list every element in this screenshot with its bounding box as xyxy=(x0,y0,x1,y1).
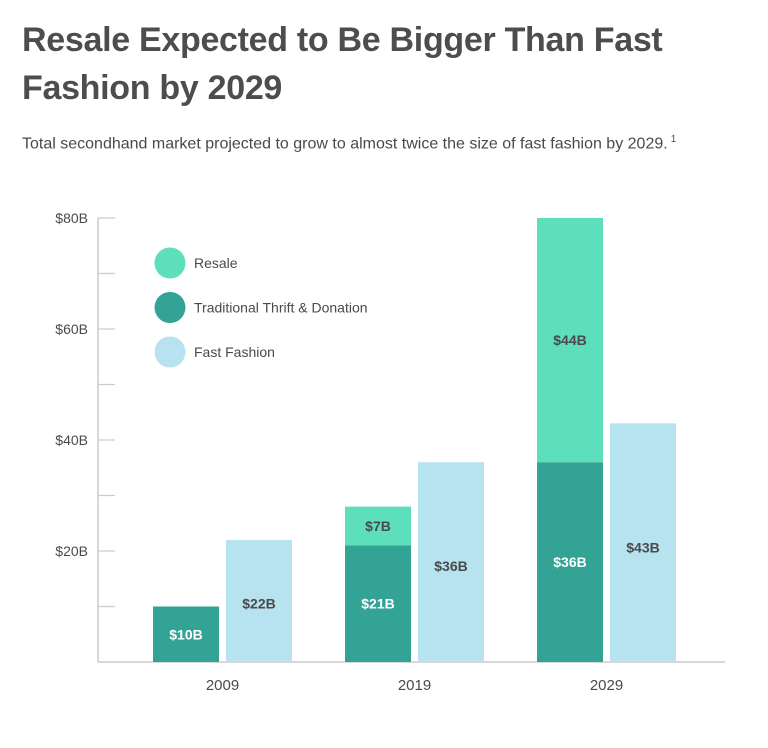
x-tick-label: 2009 xyxy=(206,677,239,694)
bar-thrift-2019 xyxy=(345,545,411,662)
y-axis: $20B $40B $60B $80B xyxy=(55,210,115,662)
legend-swatch-fast-fashion xyxy=(154,336,186,368)
legend-swatch-resale xyxy=(154,247,186,279)
y-tick-label: $20B xyxy=(55,543,88,559)
legend-label: Traditional Thrift & Donation xyxy=(194,300,368,316)
bar-resale-2029 xyxy=(537,218,603,463)
bar-value-label: $44B xyxy=(553,332,586,348)
bars xyxy=(153,218,676,662)
chart-subtitle: Total secondhand market projected to gro… xyxy=(22,134,676,153)
legend-swatch-thrift xyxy=(154,292,186,323)
bar-value-labels: $10B $22B $21B $7B $36B $36B $44B $43B xyxy=(169,332,659,642)
bar-fast-fashion-2029 xyxy=(610,423,676,662)
y-tick-label: $60B xyxy=(55,321,88,337)
bar-value-label: $10B xyxy=(169,626,202,642)
y-tick-label: $80B xyxy=(55,210,88,226)
bar-thrift-2029 xyxy=(537,462,603,662)
bar-fast-fashion-2019 xyxy=(418,462,484,662)
bar-resale-2019 xyxy=(345,506,411,546)
footnote-marker: 1 xyxy=(670,134,677,145)
bar-fast-fashion-2009 xyxy=(226,539,292,662)
bar-value-label: $36B xyxy=(434,558,467,574)
legend: Resale Traditional Thrift & Donation Fast … xyxy=(154,247,368,368)
bar-value-label: $7B xyxy=(365,518,391,534)
x-axis: 2009 2019 2029 xyxy=(98,661,725,694)
bar-value-label: $21B xyxy=(361,596,394,612)
x-tick-label: 2029 xyxy=(590,677,623,694)
bar-thrift-2009 xyxy=(153,606,219,662)
y-tick-label: $40B xyxy=(55,432,88,448)
legend-label: Resale xyxy=(194,255,238,271)
bar-value-label: $36B xyxy=(553,554,586,570)
bar-value-label: $43B xyxy=(626,539,659,555)
subtitle-text: Total secondhand market projected to gro… xyxy=(22,135,668,153)
x-tick-label: 2019 xyxy=(398,677,431,694)
bar-value-label: $22B xyxy=(242,595,275,611)
legend-label: Fast Fashion xyxy=(194,344,275,360)
chart-title: Resale Expected to Be Bigger Than Fast F… xyxy=(22,21,663,107)
